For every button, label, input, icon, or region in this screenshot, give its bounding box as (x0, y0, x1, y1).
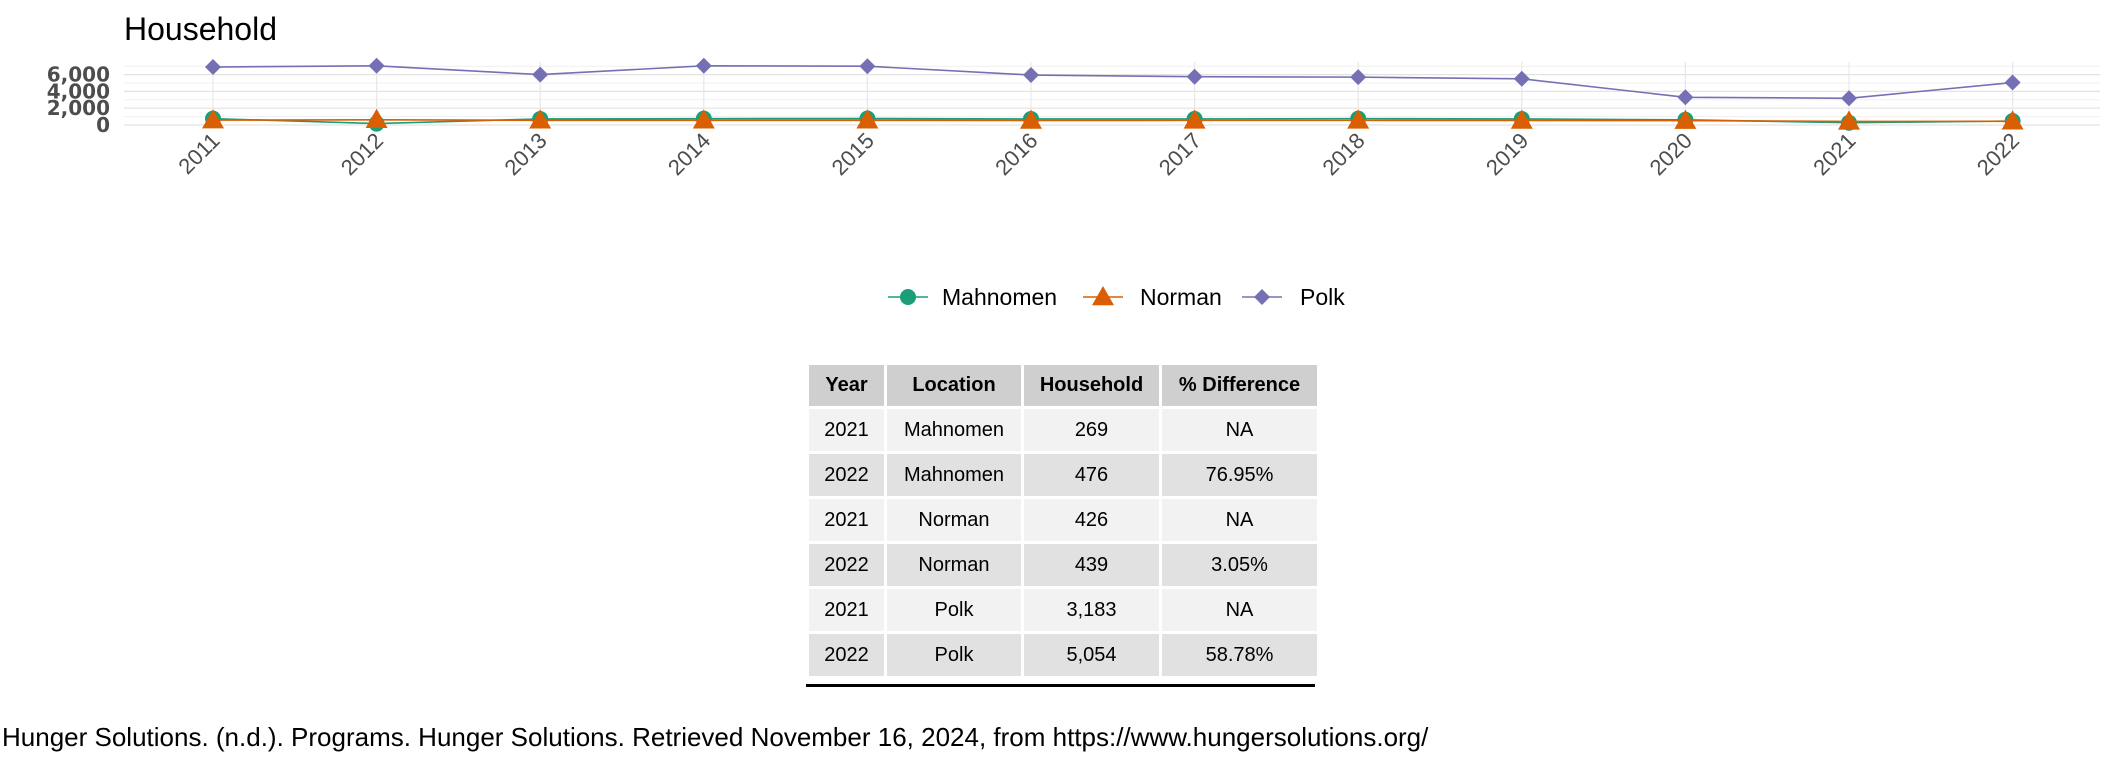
chart-legend: Mahnomen Norman Polk (888, 284, 1345, 310)
x-tick-label: 2019 (1481, 128, 1533, 180)
column-header-percent-difference: % Difference (1162, 365, 1317, 406)
x-tick-label: 2013 (499, 128, 551, 180)
table-cell-household: 269 (1024, 409, 1159, 451)
table-cell-year: 2021 (809, 499, 884, 541)
table-cell-location: Polk (887, 589, 1021, 631)
table-cell-household: 5,054 (1024, 634, 1159, 676)
table-cell-year: 2021 (809, 409, 884, 451)
y-tick-label: 0 (96, 113, 110, 137)
data-point-polk (1350, 69, 1367, 86)
source-citation: Hunger Solutions. (n.d.). Programs. Hung… (2, 722, 1429, 752)
data-point-polk (532, 66, 549, 83)
table-cell-household: 476 (1024, 454, 1159, 496)
table-cell-location: Norman (887, 499, 1021, 541)
data-point-norman (1347, 109, 1370, 129)
chart-series (202, 57, 2024, 132)
table-cell-percent-difference: 3.05% (1162, 544, 1317, 586)
data-point-polk (1841, 90, 1857, 107)
x-tick-label: 2020 (1645, 128, 1697, 180)
x-tick-label: 2018 (1317, 128, 1369, 180)
legend-label-mahnomen: Mahnomen (942, 284, 1057, 310)
household-data-table: Year Location Household % Difference 202… (806, 362, 1320, 679)
data-point-norman (2001, 110, 2024, 130)
legend-item-polk: Polk (1242, 284, 1345, 310)
table-row: 2022 Norman 439 3.05% (809, 544, 1317, 586)
legend-marker-mahnomen (900, 289, 916, 305)
data-point-norman (529, 109, 552, 129)
table-cell-percent-difference: NA (1162, 499, 1317, 541)
table-cell-location: Norman (887, 544, 1021, 586)
x-tick-label: 2017 (1154, 128, 1206, 180)
series-line-polk (212, 64, 2013, 100)
table-cell-percent-difference: NA (1162, 409, 1317, 451)
table-header-row: Year Location Household % Difference (809, 365, 1317, 406)
series-line-norman (212, 118, 2013, 123)
x-tick-label: 2014 (663, 128, 715, 180)
column-header-household: Household (1024, 365, 1159, 406)
x-tick-label: 2011 (173, 128, 224, 179)
table-row: 2021 Mahnomen 269 NA (809, 409, 1317, 451)
data-point-norman (1020, 109, 1042, 129)
x-axis-ticks: 2011 2012 2013 2014 2015 2016 2017 2018 2019 2020… (173, 128, 2024, 180)
data-point-norman (1674, 109, 1697, 129)
legend-label-norman: Norman (1140, 284, 1222, 310)
x-tick-label: 2015 (827, 128, 879, 180)
data-point-norman (1183, 109, 1206, 129)
data-point-polk (1186, 68, 1203, 85)
data-point-norman (1510, 109, 1533, 129)
x-tick-label: 2022 (1972, 128, 2024, 180)
x-tick-label: 2016 (990, 128, 1042, 180)
series-norman (202, 108, 2024, 130)
chart-gridlines (124, 62, 2100, 126)
table-cell-percent-difference: NA (1162, 589, 1317, 631)
column-header-year: Year (809, 365, 884, 406)
data-point-polk (859, 58, 876, 75)
table-cell-location: Mahnomen (887, 409, 1021, 451)
legend-item-norman: Norman (1083, 284, 1222, 310)
x-tick-label: 2012 (336, 128, 388, 180)
table-row: 2021 Polk 3,183 NA (809, 589, 1317, 631)
data-point-polk (1023, 67, 1039, 84)
data-point-polk (368, 57, 385, 74)
table-cell-year: 2022 (809, 454, 884, 496)
chart-title: Household (124, 11, 277, 47)
table-row: 2021 Norman 426 NA (809, 499, 1317, 541)
table-cell-percent-difference: 58.78% (1162, 634, 1317, 676)
table-bottom-rule (806, 684, 1315, 687)
data-point-polk (1677, 89, 1694, 106)
table-cell-household: 439 (1024, 544, 1159, 586)
data-point-norman (202, 109, 224, 129)
legend-marker-norman (1092, 286, 1114, 306)
table-cell-year: 2021 (809, 589, 884, 631)
table-row: 2022 Mahnomen 476 76.95% (809, 454, 1317, 496)
y-tick-label: 4,000 (47, 79, 110, 103)
data-point-norman (365, 108, 388, 129)
series-polk (205, 57, 2021, 107)
data-point-polk (1513, 70, 1530, 87)
y-tick-label: 6,000 (47, 63, 110, 87)
legend-label-polk: Polk (1300, 284, 1345, 310)
data-point-polk (205, 59, 221, 76)
table-row: 2022 Polk 5,054 58.78% (809, 634, 1317, 676)
table-cell-year: 2022 (809, 544, 884, 586)
y-tick-label: 2,000 (47, 96, 110, 120)
data-point-norman (856, 109, 879, 129)
table-cell-location: Polk (887, 634, 1021, 676)
table-cell-household: 426 (1024, 499, 1159, 541)
data-point-polk (2004, 74, 2021, 91)
column-header-location: Location (887, 365, 1021, 406)
x-tick-label: 2021 (1808, 128, 1860, 180)
table-cell-year: 2022 (809, 634, 884, 676)
table-cell-household: 3,183 (1024, 589, 1159, 631)
data-point-norman (1838, 110, 1860, 130)
data-point-norman (692, 109, 715, 129)
legend-item-mahnomen: Mahnomen (888, 284, 1057, 310)
legend-marker-polk (1254, 289, 1270, 305)
data-point-polk (695, 57, 712, 74)
table-cell-percent-difference: 76.95% (1162, 454, 1317, 496)
table-cell-location: Mahnomen (887, 454, 1021, 496)
